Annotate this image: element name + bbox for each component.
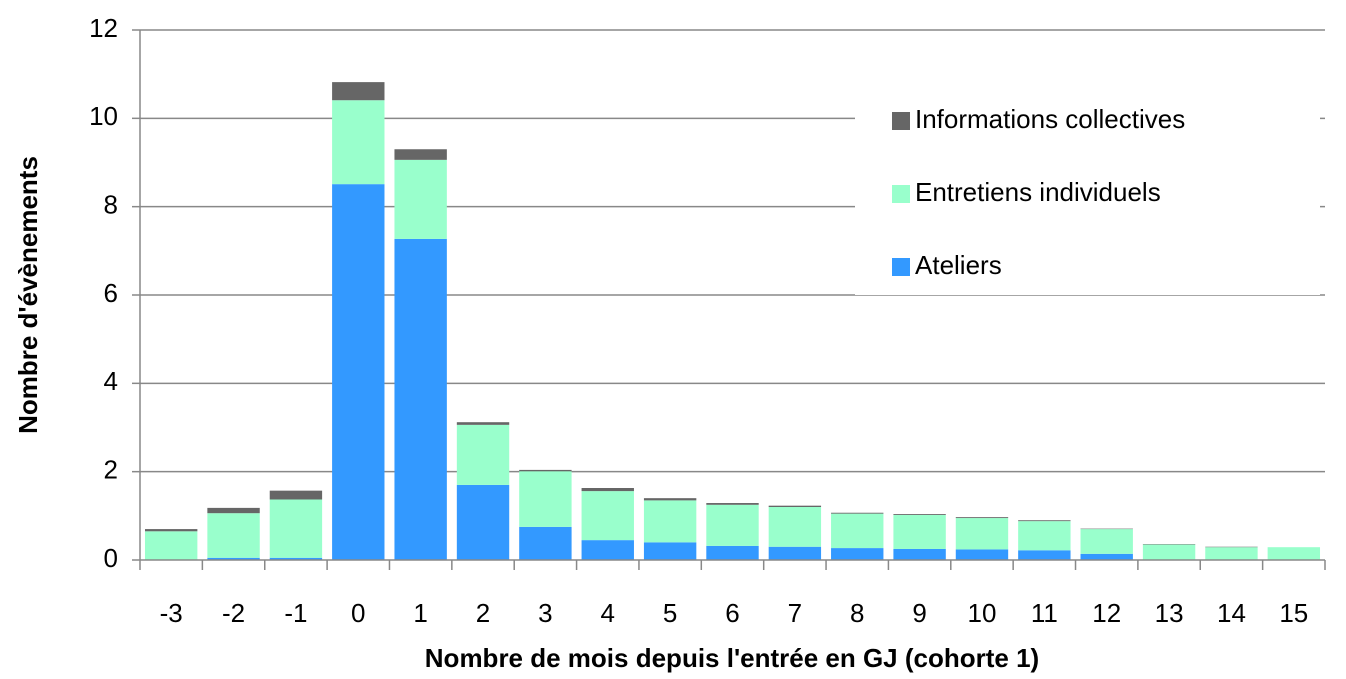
y-axis-title: Nombre d'évènements — [13, 156, 43, 434]
bar-segment — [706, 545, 759, 560]
x-tick-label: 6 — [725, 598, 739, 628]
bar-segment — [581, 491, 634, 541]
y-tick-label: 2 — [104, 455, 118, 485]
y-tick-label: 8 — [104, 190, 118, 220]
legend-box — [855, 95, 1320, 295]
y-tick-label: 10 — [89, 101, 118, 131]
legend-label: Entretiens individuels — [915, 177, 1161, 207]
bar-segment — [955, 517, 1009, 519]
bar-segment — [581, 540, 634, 560]
bar-segment — [955, 549, 1009, 560]
y-tick-label: 12 — [89, 13, 118, 43]
bar-segment — [831, 513, 884, 549]
y-tick-label: 4 — [104, 366, 118, 396]
bar-segment — [1142, 544, 1196, 560]
x-tick-label: 11 — [1031, 598, 1058, 628]
bar-segment — [456, 484, 510, 560]
x-tick-label: 3 — [538, 598, 552, 628]
bar-segment — [394, 238, 447, 561]
bar-segment — [144, 531, 198, 560]
bar-segment — [955, 518, 1009, 550]
x-tick-label: 1 — [413, 598, 427, 628]
x-tick-label: 5 — [663, 598, 677, 628]
bar-segment — [706, 503, 759, 505]
bar-segment — [768, 507, 822, 547]
bar-segment — [1080, 553, 1133, 560]
legend-swatch — [892, 258, 910, 276]
bar-segment — [394, 149, 447, 160]
bar-segment — [332, 184, 385, 560]
bar-segment — [519, 526, 572, 560]
bar-segment — [332, 82, 385, 101]
x-tick-label: -3 — [160, 598, 183, 628]
x-tick-label: 13 — [1155, 598, 1184, 628]
x-tick-label: -1 — [284, 598, 307, 628]
bar-segment — [643, 500, 697, 543]
x-tick-label: 9 — [912, 598, 926, 628]
bar-segment — [643, 542, 697, 560]
legend-swatch — [892, 185, 910, 203]
bar-segment — [1267, 547, 1321, 560]
bar-segment — [768, 546, 822, 560]
bar-segment — [643, 498, 697, 501]
x-tick-label: 14 — [1217, 598, 1246, 628]
bar-segment — [269, 499, 323, 558]
bar-segment — [1018, 550, 1071, 560]
bar-segment — [207, 507, 260, 514]
bar-segment — [519, 471, 572, 527]
x-tick-label: 8 — [850, 598, 864, 628]
bar-segment — [1080, 529, 1133, 554]
x-tick-label: 12 — [1092, 598, 1121, 628]
bar-segment — [706, 504, 759, 546]
bar-segment — [1018, 520, 1071, 522]
bar-segment — [207, 513, 260, 558]
y-tick-label: 6 — [104, 278, 118, 308]
x-tick-label: 2 — [476, 598, 490, 628]
bar-segment — [1205, 547, 1258, 560]
bar-segment — [519, 469, 572, 472]
x-tick-label: 4 — [601, 598, 615, 628]
x-tick-label: 10 — [968, 598, 997, 628]
x-tick-label: 15 — [1279, 598, 1308, 628]
bar-segment — [893, 548, 946, 560]
y-tick-label: 0 — [104, 543, 118, 573]
bar-segment — [269, 557, 323, 560]
bar-segment — [581, 488, 634, 492]
legend-label: Ateliers — [915, 250, 1002, 280]
bar-segment — [831, 548, 884, 560]
bar-segment — [269, 490, 323, 500]
x-tick-label: -2 — [222, 598, 245, 628]
bar-segment — [332, 100, 385, 185]
legend-swatch — [892, 112, 910, 130]
bar-segment — [394, 159, 447, 239]
legend-label: Informations collectives — [915, 104, 1185, 134]
x-tick-label: 0 — [351, 598, 365, 628]
bar-segment — [207, 557, 260, 560]
x-tick-label: 7 — [788, 598, 802, 628]
bar-segment — [144, 529, 198, 532]
bar-segment — [893, 514, 946, 515]
x-axis-title: Nombre de mois depuis l'entrée en GJ (co… — [425, 643, 1039, 673]
bar-segment — [456, 424, 510, 485]
bar-segment — [1018, 521, 1071, 551]
bar-segment — [768, 505, 822, 507]
bar-segment — [893, 514, 946, 549]
bar-segment — [831, 512, 884, 514]
bar-segment — [456, 422, 510, 425]
